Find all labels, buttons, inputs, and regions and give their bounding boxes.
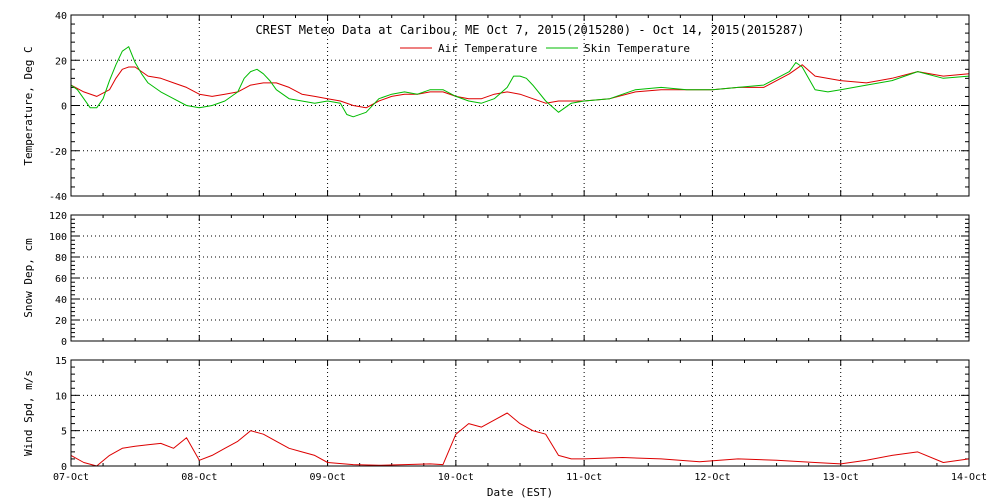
wind-speed-series-line-0 [70,412,970,467]
wind-speed-ytick-label: 10 [55,391,67,402]
wind-speed-xtick-label: 07-Oct [53,472,89,483]
snow-depth-ytick-label: 0 [61,337,67,348]
wind-speed-y-axis-title: Wind Spd, m/s [22,370,35,456]
snow-depth-ytick-label: 120 [49,211,67,222]
temperature-series-line-1 [70,46,970,118]
snow-depth-ytick-label: 80 [55,253,67,264]
temperature-series-line-0 [70,64,970,109]
temperature-y-axis-title: Temperature, Deg C [22,46,35,165]
temperature-panel: -40 -20 0 20 40 Temperature, Deg C [22,11,970,203]
wind-speed-plot-frame [70,359,970,467]
legend: Air Temperature Skin Temperature [400,42,690,55]
chart-title: CREST Meteo Data at Caribou, ME Oct 7, 2… [255,23,804,37]
legend-air-label: Air Temperature [438,42,537,55]
x-axis-title: Date (EST) [487,486,553,499]
wind-speed-ytick-label: 0 [61,462,67,473]
wind-speed-ytick-label: 15 [55,356,67,367]
wind-speed-xtick-label: 09-Oct [310,472,346,483]
snow-depth-ytick-label: 20 [55,316,67,327]
snow-depth-panel: 0 20 40 60 80 100 120 Snow Dep, cm [22,211,970,348]
temperature-ytick-label: -20 [49,147,67,158]
snow-depth-ytick-label: 60 [55,274,67,285]
wind-speed-xtick-label: 10-Oct [438,472,474,483]
wind-speed-xtick-label: 08-Oct [181,472,217,483]
wind-speed-ytick-label: 5 [61,427,67,438]
legend-skin-label: Skin Temperature [584,42,690,55]
temperature-ytick-label: 20 [55,56,67,67]
snow-depth-ytick-label: 100 [49,232,67,243]
snow-depth-plot-frame [70,214,970,342]
wind-speed-xtick-label: 13-Oct [823,472,859,483]
temperature-ytick-label: -40 [49,192,67,203]
wind-speed-panel: 0 5 10 15 Wind Spd, m/s 07-Oct 08-Oct 09-Oct 10-… [22,356,987,483]
temperature-ytick-label: 40 [55,11,67,22]
wind-speed-xtick-label: 11-Oct [566,472,602,483]
wind-speed-xtick-label: 14-Oct [951,472,987,483]
temperature-ytick-label: 0 [61,102,67,113]
snow-depth-y-axis-title: Snow Dep, cm [22,238,35,318]
snow-depth-ytick-label: 40 [55,295,67,306]
wind-speed-xtick-label: 12-Oct [694,472,730,483]
temperature-plot-frame [70,14,970,197]
